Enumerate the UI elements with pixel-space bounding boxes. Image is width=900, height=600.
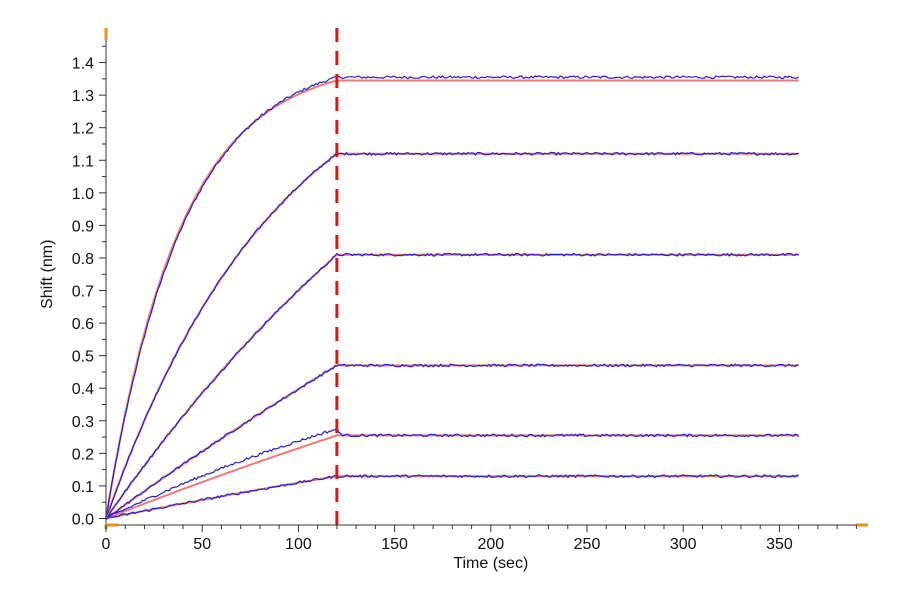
x-tick-label: 0	[102, 536, 111, 553]
y-tick-label: 0.6	[72, 316, 94, 333]
y-tick-label: 0.4	[72, 381, 94, 398]
y-tick-label: 0.8	[72, 251, 94, 268]
axes	[104, 28, 868, 529]
fit-curve	[105, 152, 799, 519]
measured-curve	[105, 75, 800, 519]
measured-curve	[105, 151, 799, 519]
y-tick-label: 1.1	[72, 153, 94, 170]
x-tick-label: 200	[477, 536, 504, 553]
fit-curve	[105, 364, 799, 520]
y-tick-label: 1.4	[72, 56, 94, 73]
fit-curve	[105, 79, 799, 519]
y-tick-label: 0.0	[72, 511, 94, 528]
x-axis-title: Time (sec)	[453, 555, 528, 572]
y-tick-label: 0.2	[72, 446, 94, 463]
x-tick-label: 250	[574, 536, 601, 553]
y-tick-label: 0.7	[72, 284, 94, 301]
measured-curve	[105, 252, 799, 519]
y-tick-label: 0.5	[72, 349, 94, 366]
ticks: 0 50 100 150 200 250 300 350 0.0 0.1 0.2 0.3 0.4 0.5 0…	[72, 45, 857, 553]
measured-curve	[105, 363, 799, 519]
measured-curve	[105, 474, 799, 521]
x-tick-label: 100	[285, 536, 312, 553]
x-tick-label: 150	[381, 536, 408, 553]
y-tick-label: 1.3	[72, 88, 94, 105]
x-tick-label: 50	[193, 536, 211, 553]
curves-layer	[105, 75, 800, 521]
y-axis-title: Shift (nm)	[39, 240, 56, 309]
y-tick-label: 0.1	[72, 479, 94, 496]
x-tick-label: 350	[766, 536, 793, 553]
y-tick-label: 0.9	[72, 218, 94, 235]
fit-curve	[105, 434, 799, 520]
measured-curve	[105, 426, 800, 519]
y-tick-label: 1.2	[72, 121, 94, 138]
y-tick-label: 1.0	[72, 186, 94, 203]
x-tick-label: 300	[670, 536, 697, 553]
y-tick-label: 0.3	[72, 414, 94, 431]
